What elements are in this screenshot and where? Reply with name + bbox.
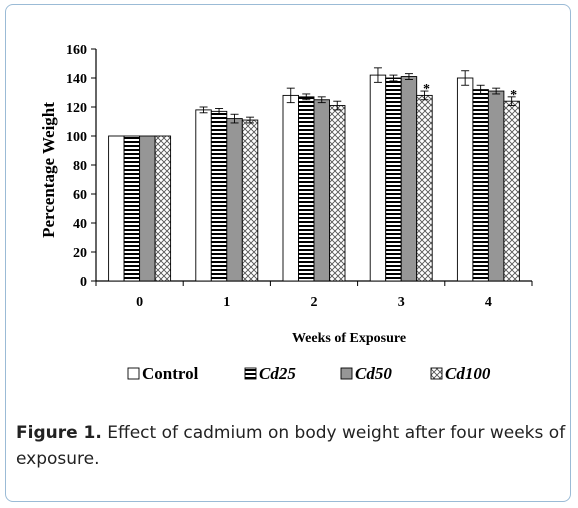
y-tick-label: 120 [66,101,87,116]
bar-cd50-week-0 [139,135,156,282]
bar-cd25-week-1 [210,110,228,282]
y-tick-label: 80 [73,159,87,174]
legend-swatch-cd50 [340,367,353,380]
bar-cd50-week-4 [487,90,505,282]
bar-cd25-week-3 [385,77,402,282]
x-tick-label: 1 [223,295,230,310]
bar-cd100-week-3 [416,94,433,282]
bar-cd100-week-2 [329,105,346,282]
legend-swatch-control [127,367,140,380]
y-tick-label: 60 [73,188,87,203]
legend-label-cd25: Cd25 [259,364,296,383]
legend-swatch-cd25 [244,367,257,380]
y-tick-label: 20 [73,246,87,261]
y-tick-label: 140 [66,72,87,87]
x-tick-label: 4 [485,295,492,310]
legend-label-control: Control [142,364,199,383]
significance-marker: * [510,88,517,103]
y-tick-label: 0 [80,275,87,290]
y-tick-label: 100 [66,130,87,145]
bar-cd50-week-1 [226,118,243,282]
bar-cd100-week-4 [503,100,520,282]
x-tick-label: 3 [398,295,405,310]
bar-control-week-2 [282,94,299,282]
caption-text: Effect of cadmium on body weight after f… [16,423,566,469]
figure-caption: Figure 1. Effect of cadmium on body weig… [16,420,566,472]
y-tick-label: 160 [66,43,87,58]
bar-cd25-week-4 [472,89,489,282]
bar-control-week-4 [456,77,474,282]
bar-control-week-3 [369,74,387,282]
chart-container: 0 20 40 60 80 100 120 140 160 0 1 2 3 4 * * Percentage … [23,21,567,413]
bar-control-week-1 [195,109,212,282]
legend-label-cd100: Cd100 [445,364,491,383]
legend-label-cd50: Cd50 [355,364,392,383]
x-axis-label: Weeks of Exposure [292,331,406,346]
bar-cd50-week-3 [400,76,418,282]
y-tick-label: 40 [73,217,87,232]
caption-label: Figure 1. [16,423,102,443]
bar-cd25-week-0 [123,135,141,282]
x-tick-label: 2 [311,295,318,310]
legend-swatch-cd100 [430,367,443,380]
bar-control-week-0 [108,135,125,282]
bar-cd100-week-1 [241,119,259,282]
significance-marker: * [423,82,430,97]
y-axis-label: Percentage Weight [39,102,58,238]
bar-chart: 0 20 40 60 80 100 120 140 160 0 1 2 3 4 * * Percentage … [39,43,533,383]
bar-cd50-week-2 [313,99,330,282]
legend: Control Cd25 Cd50 Cd100 [127,364,491,383]
x-tick-label: 0 [136,295,143,310]
bar-cd100-week-0 [154,135,172,282]
bar-cd25-week-2 [298,96,315,282]
